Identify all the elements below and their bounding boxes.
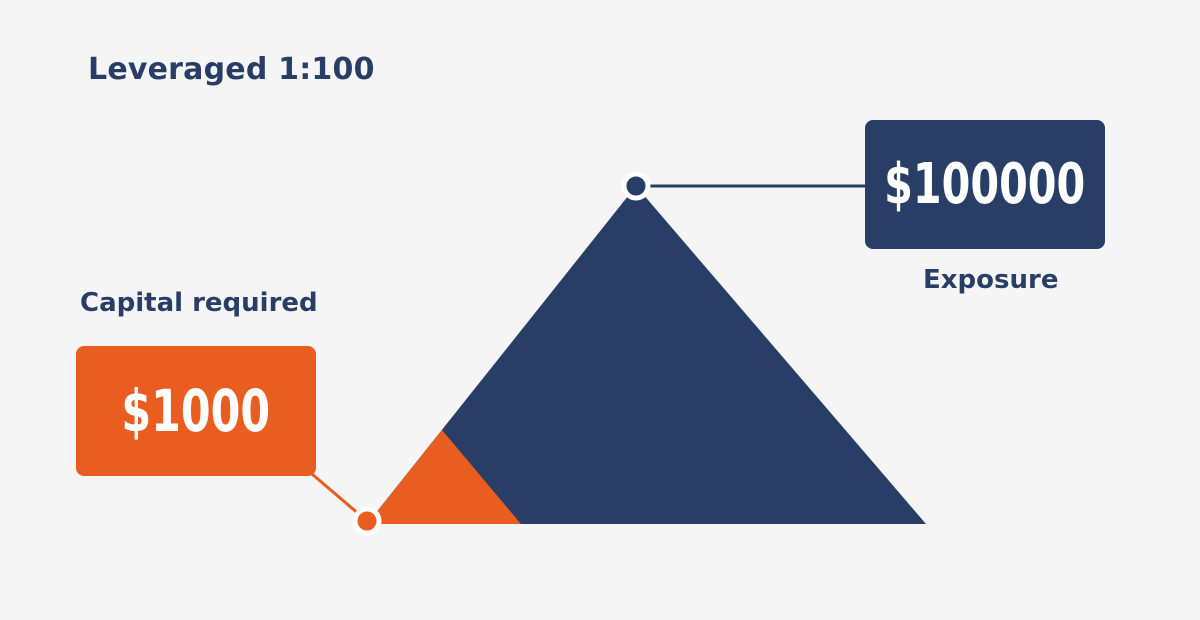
exposure-dot	[621, 171, 651, 201]
capital-triangle	[367, 430, 521, 524]
capital-value: $1000	[121, 377, 271, 445]
capital-value-box: $1000	[76, 346, 316, 476]
capital-dot	[352, 506, 382, 536]
exposure-value: $100000	[884, 152, 1086, 217]
exposure-label: Exposure	[923, 265, 1059, 295]
exposure-value-box: $100000	[865, 120, 1105, 249]
page-title: Leveraged 1:100	[88, 52, 375, 87]
exposure-triangle	[367, 186, 926, 524]
capital-required-label: Capital required	[80, 288, 318, 318]
